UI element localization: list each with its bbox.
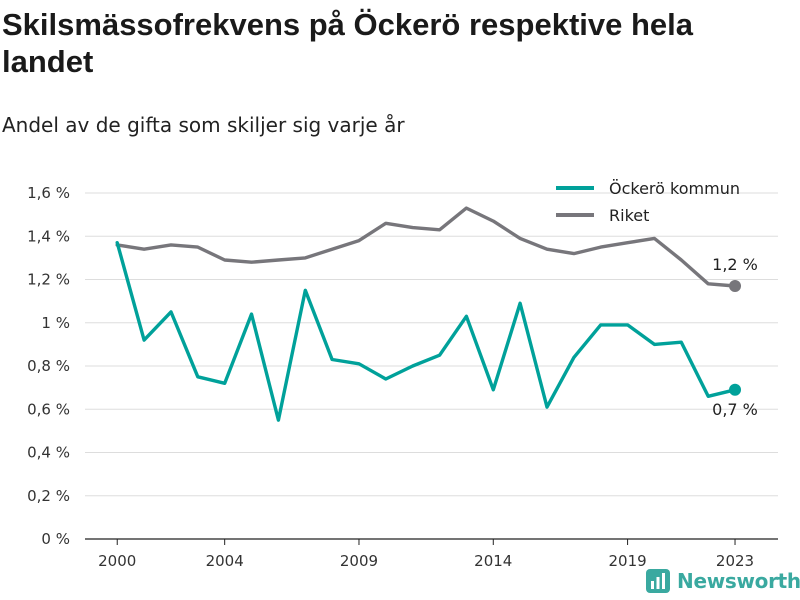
- newsworthy-logo: Newsworthy: [645, 568, 800, 594]
- y-tick-label: 0,6 %: [27, 400, 70, 418]
- x-tick-label: 2009: [340, 552, 378, 570]
- y-tick-label: 0 %: [41, 530, 70, 548]
- y-tick-label: 1 %: [41, 314, 70, 332]
- y-tick-label: 0,8 %: [27, 357, 70, 375]
- y-tick-labels: 0 % 0,2 % 0,4 % 0,6 % 0,8 % 1 % 1,2 % 1,4 % 1,6 …: [27, 184, 70, 548]
- x-tick-label: 2019: [608, 552, 646, 570]
- chart-title: Skilsmässofrekvens på Öckerö respektive …: [2, 7, 694, 79]
- series-line: [115, 240, 737, 422]
- series-end-point: [729, 383, 742, 396]
- chart-subtitle: Andel av de gifta som skiljer sig varje …: [2, 113, 405, 137]
- y-tick-label: 1,2 %: [27, 271, 70, 289]
- y-tick-label: 1,6 %: [27, 184, 70, 202]
- y-tick-label: 0,2 %: [27, 487, 70, 505]
- legend: Öckerö kommun Riket: [556, 179, 740, 225]
- logo-text: Newsworthy: [677, 569, 800, 593]
- legend-label: Riket: [609, 206, 649, 225]
- newsworthy-logo-icon: [646, 569, 670, 593]
- x-tick-labels: 2000 2004 2009 2014 2019 2023: [98, 539, 754, 570]
- x-tick-label: 2014: [474, 552, 512, 570]
- legend-label: Öckerö kommun: [609, 179, 740, 198]
- series-line: [115, 206, 737, 288]
- series-lines: 1,2 % 0,7 %: [115, 206, 758, 422]
- grid-lines: [85, 192, 778, 497]
- x-tick-label: 2000: [98, 552, 136, 570]
- series-end-point: [729, 279, 742, 292]
- x-tick-label: 2004: [206, 552, 244, 570]
- series-end-label: 1,2 %: [712, 255, 758, 274]
- y-tick-label: 0,4 %: [27, 444, 70, 462]
- y-tick-label: 1,4 %: [27, 227, 70, 245]
- series-end-label: 0,7 %: [712, 400, 758, 419]
- x-tick-label: 2023: [716, 552, 754, 570]
